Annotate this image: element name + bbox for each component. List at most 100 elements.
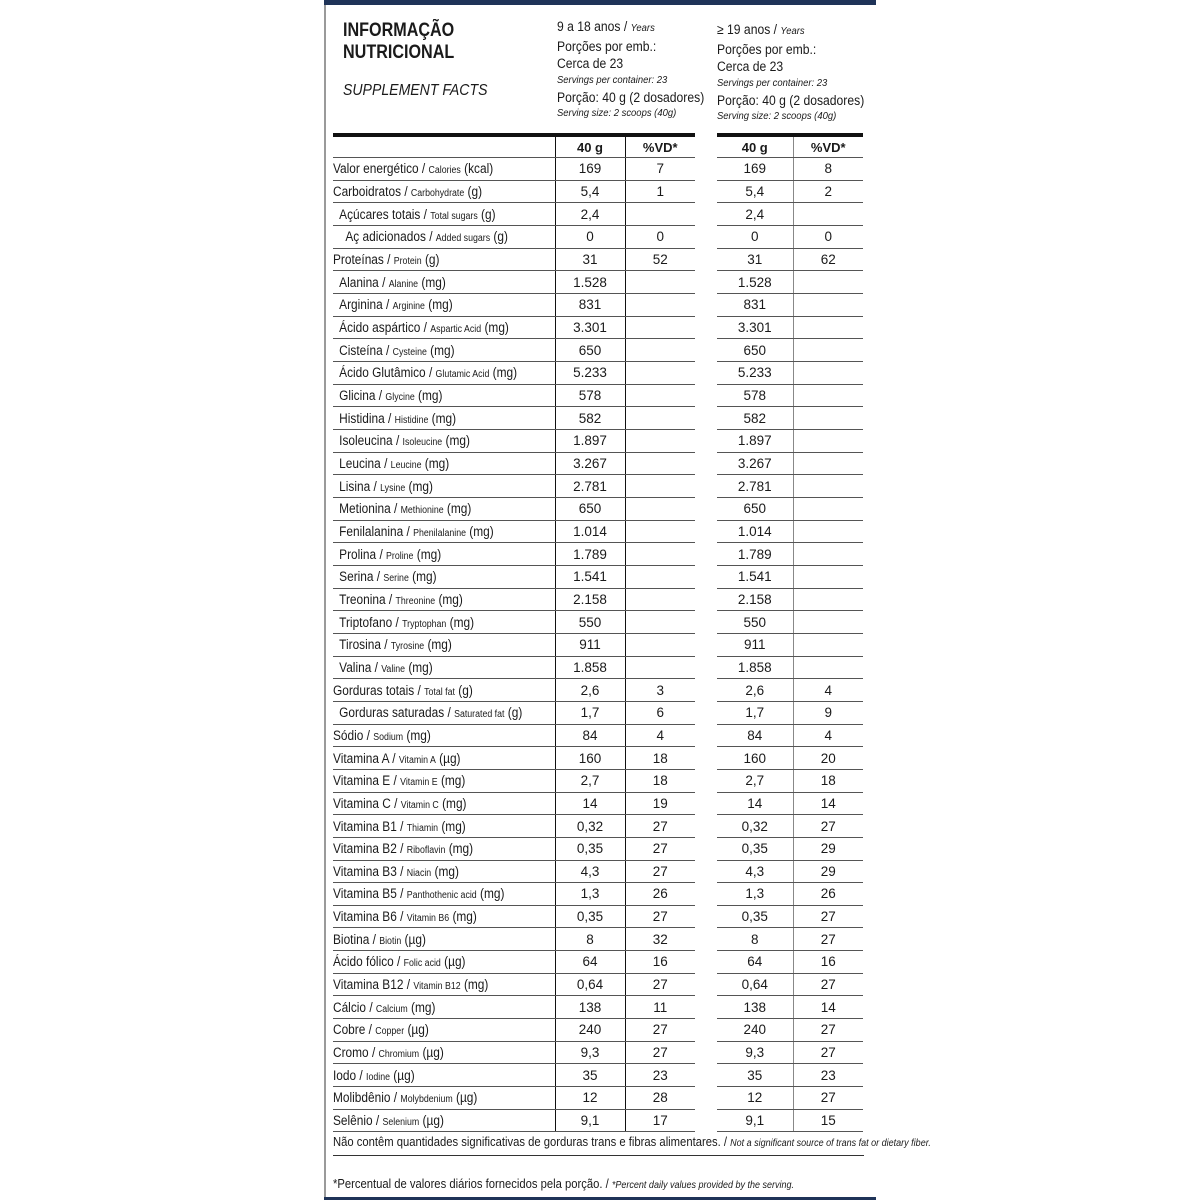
nutrient-name: Leucina / Leucine (mg) — [333, 452, 556, 476]
nutrient-unit: (mg) — [460, 977, 489, 993]
nutrient-pt: Metionina / — [339, 501, 401, 517]
nutrient-en: Proline — [386, 550, 414, 562]
dv-value — [625, 497, 695, 521]
dv-value — [793, 406, 863, 431]
nutrient-en: Total sugars — [430, 210, 478, 222]
amount-value: 35 — [717, 1063, 794, 1088]
amount-value: 1.858 — [717, 656, 794, 680]
table-row: 582 — [717, 406, 863, 431]
table-row: 9,3 27 — [717, 1041, 863, 1065]
label-panel — [324, 0, 876, 1200]
nutrient-pt: Tirosina / — [339, 637, 391, 653]
amount-value: 2.158 — [717, 588, 794, 612]
dv-value: 14 — [793, 792, 863, 816]
nutrient-unit: (mg) — [438, 818, 466, 834]
amount-value: 35 — [555, 1063, 626, 1088]
dv-value: 52 — [625, 248, 695, 272]
table-row: 1.858 — [717, 656, 863, 680]
dv-value — [625, 610, 695, 634]
dv-value — [793, 316, 863, 340]
amount-value: 138 — [555, 995, 626, 1020]
table-row: 1.528 — [717, 270, 863, 295]
table-row: Iodo / Iodine (µg) 35 23 — [333, 1063, 695, 1088]
dv-value — [625, 384, 695, 408]
table-header-row: 40 g %VD* — [333, 133, 695, 159]
dv-value — [793, 429, 863, 453]
amount-value: 9,3 — [555, 1041, 626, 1065]
serving-info-group-1: 9 a 18 anos / Years Porções por emb.: Cerc… — [557, 18, 704, 120]
table-row: 1,3 26 — [717, 882, 863, 906]
nutrient-unit: (mg) — [407, 999, 436, 1015]
nutrient-pt: Ácido fólico / — [333, 954, 404, 970]
nutrient-en: Chromium — [378, 1049, 420, 1061]
label-subtitle: SUPPLEMENT FACTS — [343, 82, 488, 99]
amount-value: 12 — [555, 1086, 626, 1110]
table-row: 160 20 — [717, 746, 863, 770]
dv-value — [625, 202, 695, 227]
nutrient-unit: (mg) — [449, 909, 477, 925]
table-row: Histidina / Histidine (mg) 582 — [333, 406, 695, 431]
dv-value: 27 — [793, 1086, 863, 1110]
amount-value: 578 — [555, 384, 626, 408]
dv-value: 0 — [625, 225, 695, 249]
nutrient-en: Histidine — [394, 414, 429, 426]
nutrient-name: Vitamina B2 / Riboflavin (mg) — [333, 837, 556, 861]
table-row: Vitamina C / Vitamin C (mg) 14 19 — [333, 792, 695, 816]
dv-value: 27 — [625, 973, 695, 997]
amount-value: 1.789 — [717, 542, 794, 566]
table-row: 1.014 — [717, 520, 863, 544]
amount-value: 64 — [717, 950, 794, 974]
table-row: Ácido aspártico / Aspartic Acid (mg) 3.30… — [333, 316, 695, 340]
nutrient-name: Açúcares totais / Total sugars (g) — [333, 202, 556, 227]
amount-value: 160 — [555, 746, 626, 770]
dv-value — [793, 361, 863, 385]
table-row: Vitamina B6 / Vitamin B6 (mg) 0,35 27 — [333, 905, 695, 929]
dv-value — [625, 542, 695, 566]
amount-value: 2,4 — [717, 202, 794, 227]
nutrient-unit: (mg) — [437, 773, 466, 789]
servings-en: Servings per container: 23 — [557, 73, 668, 86]
nutrient-name: Cálcio / Calcium (mg) — [333, 995, 556, 1020]
age-range-en: Years — [630, 22, 655, 34]
dv-value: 18 — [625, 769, 695, 793]
nutrient-unit: (mg) — [424, 637, 452, 653]
nutrient-name: Vitamina B1 / Thiamin (mg) — [333, 814, 556, 838]
nutrient-pt: Iodo / — [333, 1067, 367, 1083]
amount-value: 550 — [555, 610, 626, 634]
nutrient-unit: (µg) — [440, 954, 466, 970]
amount-value: 5.233 — [717, 361, 794, 385]
nutrient-name: Vitamina A / Vitamin A (µg) — [333, 746, 556, 770]
nutrient-pt: Selênio / — [333, 1113, 383, 1129]
dv-value — [793, 384, 863, 408]
nutrient-pt: Vitamina E / — [333, 773, 401, 789]
nutrient-name: Ácido Glutâmico / Glutamic Acid (mg) — [333, 361, 556, 385]
nutrient-name: Proteínas / Protein (g) — [333, 248, 556, 272]
nutrient-name: Metionina / Methionine (mg) — [333, 497, 556, 521]
table-row: 831 — [717, 293, 863, 317]
amount-value: 1.858 — [555, 656, 626, 680]
nutrient-en: Total fat — [424, 686, 455, 698]
dv-value — [625, 316, 695, 340]
nutrient-unit: (mg) — [424, 297, 453, 313]
table-row: 35 23 — [717, 1063, 863, 1088]
dv-value: 20 — [793, 746, 863, 770]
amount-value: 0,32 — [717, 814, 794, 838]
table-row: 14 14 — [717, 792, 863, 816]
dv-value — [793, 565, 863, 589]
nutrient-name: Ácido fólico / Folic acid (µg) — [333, 950, 556, 974]
dv-value — [625, 429, 695, 453]
table-row: 64 16 — [717, 950, 863, 974]
dv-value — [625, 565, 695, 589]
dv-value: 9 — [793, 701, 863, 725]
nutrient-unit: (kcal) — [460, 161, 494, 177]
nutrient-pt: Gorduras totais / — [333, 682, 425, 698]
nutrient-en: Protein — [393, 256, 422, 268]
table-row: Proteínas / Protein (g) 31 52 — [333, 248, 695, 272]
nutrient-pt: Histidina / — [339, 410, 395, 426]
nutrient-unit: (mg) — [481, 320, 509, 336]
dv-value: 32 — [625, 927, 695, 952]
header-nutrient — [333, 133, 556, 159]
dv-value: 4 — [793, 678, 863, 702]
nutrient-pt: Valor energético / — [333, 161, 429, 177]
dv-value — [793, 474, 863, 498]
